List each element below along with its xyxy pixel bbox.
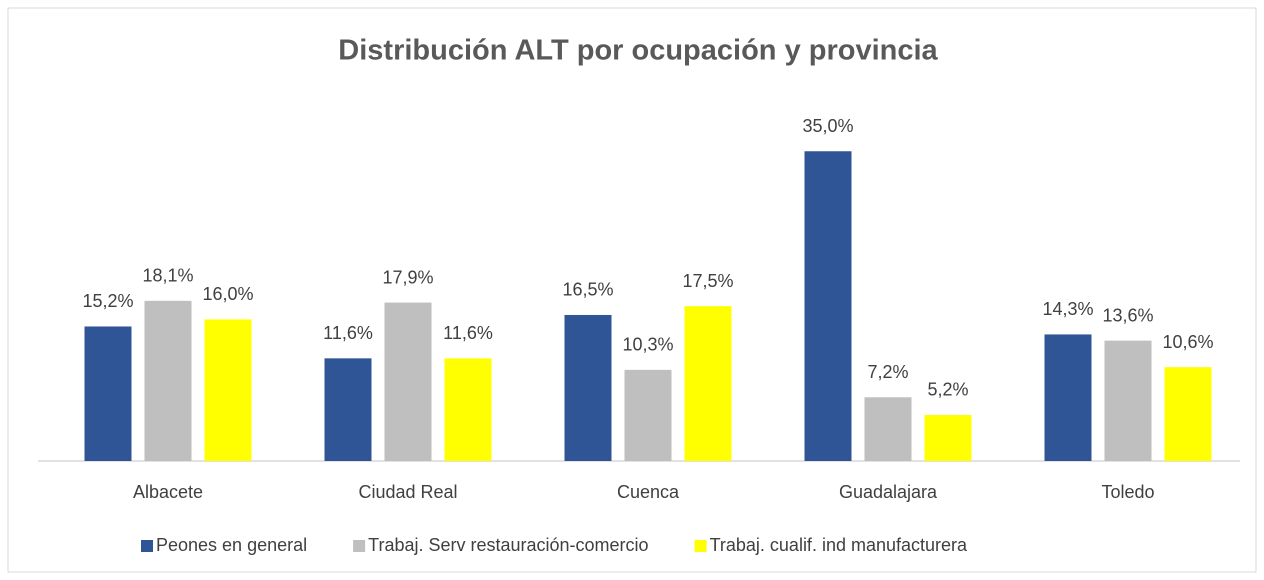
- data-label: 13,6%: [1102, 305, 1153, 325]
- bar: [204, 319, 252, 461]
- data-label: 17,9%: [382, 267, 433, 287]
- data-label: 18,1%: [142, 266, 193, 286]
- bar: [624, 369, 672, 461]
- legend-swatch: [694, 540, 707, 552]
- x-tick-label: Ciudad Real: [358, 482, 457, 502]
- legend-label: Trabaj. cualif. ind manufacturera: [710, 535, 968, 555]
- bar: [684, 306, 732, 461]
- data-label: 16,0%: [202, 284, 253, 304]
- chart-border: [7, 7, 1257, 573]
- data-label: 16,5%: [562, 280, 613, 300]
- data-label: 10,3%: [622, 335, 673, 355]
- x-tick-label: Guadalajara: [839, 482, 938, 502]
- legend-swatch: [353, 540, 366, 552]
- bar: [924, 414, 972, 461]
- data-label: 14,3%: [1042, 299, 1093, 319]
- legend-label: Trabaj. Serv restauración-comercio: [368, 535, 648, 555]
- chart-title: Distribución ALT por ocupación y provinc…: [338, 35, 938, 67]
- bar: [1104, 340, 1152, 461]
- data-label: 10,6%: [1162, 332, 1213, 352]
- data-label: 15,2%: [82, 291, 133, 311]
- bar: [1044, 334, 1092, 461]
- data-label: 35,0%: [802, 116, 853, 136]
- bar: [144, 300, 192, 461]
- bar: [384, 302, 432, 461]
- bar: [804, 151, 852, 461]
- bar: [1164, 367, 1212, 461]
- data-label: 11,6%: [443, 323, 493, 343]
- data-label: 17,5%: [682, 271, 733, 291]
- data-label: 11,6%: [323, 323, 373, 343]
- data-label: 7,2%: [867, 362, 908, 382]
- data-label: 5,2%: [927, 380, 968, 400]
- legend-swatch: [141, 540, 153, 552]
- legend-label: Peones en general: [156, 535, 307, 555]
- bar: [444, 358, 492, 461]
- bar: [84, 326, 132, 461]
- bar: [324, 358, 372, 461]
- x-tick-label: Toledo: [1101, 482, 1154, 502]
- x-tick-label: Albacete: [133, 482, 203, 502]
- bar: [864, 397, 912, 461]
- x-tick-label: Cuenca: [617, 482, 680, 502]
- bar: [564, 314, 612, 461]
